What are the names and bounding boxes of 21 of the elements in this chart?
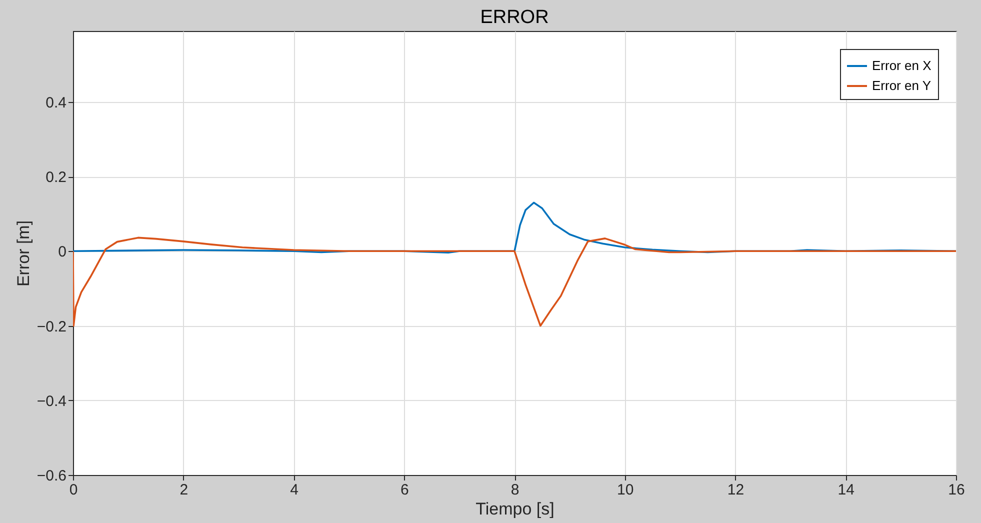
x-tick-label: 2 — [180, 482, 188, 498]
x-tick-label: 4 — [290, 482, 298, 498]
x-tick-label: 8 — [510, 482, 520, 498]
x-tick-label: 6 — [400, 482, 409, 498]
x-tick-label: 16 — [948, 482, 965, 498]
legend-label: Error en Y — [872, 78, 932, 93]
x-tick-label: 10 — [617, 482, 634, 498]
y-tick-label: 0.2 — [46, 169, 66, 186]
y-tick-label: −0.4 — [36, 392, 66, 410]
line-series — [73, 236, 956, 327]
chart-title: ERROR — [480, 7, 549, 28]
y-tick-label: −0.2 — [36, 318, 66, 336]
y-tick-label: 0.4 — [46, 94, 66, 112]
x-tick-label: 14 — [838, 482, 854, 498]
y-axis-title: Error [m] — [14, 220, 33, 287]
legend-label: Error en X — [872, 58, 932, 73]
y-tick-label: 0 — [58, 244, 66, 261]
x-axis-title: Tiempo [s] — [476, 500, 554, 518]
x-tick-label: 12 — [727, 482, 744, 498]
x-tick-label: 0 — [69, 482, 78, 498]
y-tick-label: −0.6 — [36, 468, 66, 484]
